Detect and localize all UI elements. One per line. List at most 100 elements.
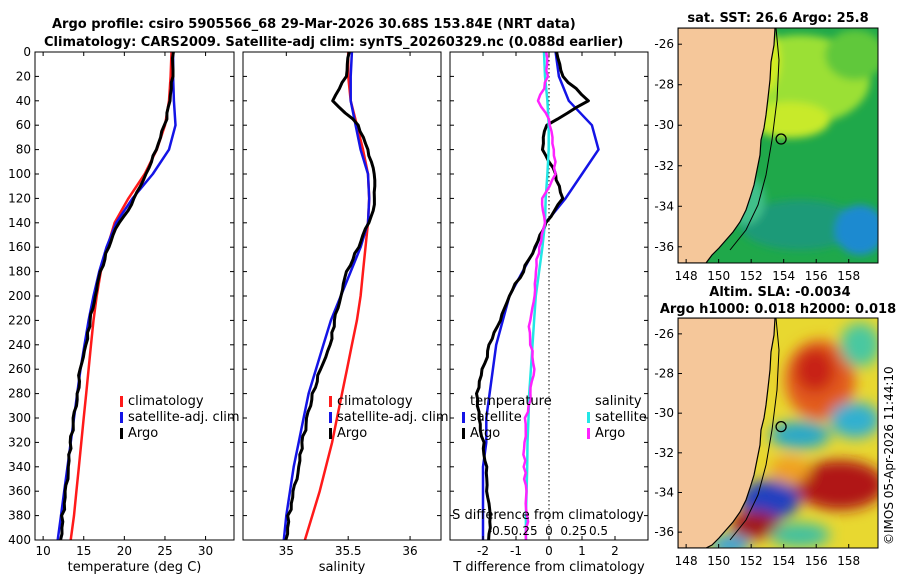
sla-map-title-2: Argo h1000: 0.018 h2000: 0.018 xyxy=(660,302,896,317)
difference-legend-temperature: temperature satellite Argo xyxy=(462,394,552,441)
imos-timestamp: ©IMOS 05-Apr-2026 11:44:10 xyxy=(882,366,896,545)
sst-map-frame xyxy=(677,27,879,264)
argo-position-marker xyxy=(775,421,787,433)
legend-label-temp-satellite: satellite xyxy=(470,410,522,425)
sla-map-panel: Altim. SLA: -0.0034 Argo h1000: 0.018 h2… xyxy=(654,285,896,568)
sla-low-anomaly xyxy=(740,480,800,520)
series-line-temperature-argo xyxy=(475,52,590,540)
title-line-2: Climatology: CARS2009. Satellite-adj cli… xyxy=(44,35,623,50)
sla-map-frame xyxy=(677,317,879,549)
x-tick-label: 1 xyxy=(578,544,586,558)
sla-map-title-1: Altim. SLA: -0.0034 xyxy=(709,285,850,300)
sst-map-title: sat. SST: 26.6 Argo: 25.8 xyxy=(687,11,868,26)
difference-xlabel-top: S difference from climatology xyxy=(452,508,644,523)
x-tick-label: 36 xyxy=(402,544,417,558)
map-x-tick-label: 150 xyxy=(707,269,730,283)
legend-swatch-argo xyxy=(329,428,332,439)
y-tick-label: 120 xyxy=(8,191,31,205)
map-x-tick-label: 152 xyxy=(740,554,763,568)
x-tick-label: -2 xyxy=(477,544,489,558)
series-line-climatology xyxy=(69,52,173,540)
legend-label-argo: Argo xyxy=(128,426,158,441)
salinity-panel: 35 35.5 36 salinity climatology satellite-… xyxy=(242,51,449,575)
sla-high-anomaly xyxy=(795,348,835,392)
series-line-temperature-satellite xyxy=(481,52,600,540)
legend-title-temperature: temperature xyxy=(470,394,552,409)
legend-label-temp-argo: Argo xyxy=(470,426,500,441)
y-tick-label: 100 xyxy=(8,167,31,181)
y-tick-label: 20 xyxy=(16,69,31,83)
s-diff-tick-label: -0.5 xyxy=(488,524,511,538)
x-tick-label: 0 xyxy=(545,544,553,558)
map-y-tick-label: -36 xyxy=(654,525,674,539)
sst-land-mass xyxy=(678,28,776,263)
x-tick-label: 20 xyxy=(117,544,132,558)
legend-swatch-climatology xyxy=(329,396,332,407)
map-x-tick-label: 154 xyxy=(772,554,795,568)
sst-patch xyxy=(825,30,878,80)
legend-label-satellite: satellite-adj. clim xyxy=(128,410,240,425)
sst-depth-contour xyxy=(729,28,780,251)
y-tick-label: 140 xyxy=(8,216,31,230)
sla-low-anomaly xyxy=(840,323,878,367)
sla-patch xyxy=(770,523,830,547)
s-diff-tick-label: 0 xyxy=(545,524,553,538)
map-y-tick-label: -28 xyxy=(654,78,674,92)
map-x-tick-label: 156 xyxy=(805,269,828,283)
difference-xlabel: T difference from climatology xyxy=(452,560,645,575)
y-tick-label: 40 xyxy=(16,94,31,108)
y-tick-label: 340 xyxy=(8,460,31,474)
sla-depth-contour xyxy=(729,318,780,541)
series-line-argo xyxy=(59,52,175,540)
y-tick-label: 160 xyxy=(8,240,31,254)
map-x-tick-label: 158 xyxy=(837,269,860,283)
temperature-legend: climatology satellite-adj. clim Argo xyxy=(120,394,240,441)
x-tick-label: 30 xyxy=(198,544,213,558)
map-y-tick-label: -30 xyxy=(654,118,674,132)
y-tick-label: 320 xyxy=(8,435,31,449)
sst-cool-patch xyxy=(835,205,878,255)
map-x-tick-label: 158 xyxy=(837,554,860,568)
title-line-1: Argo profile: csiro 5905566_68 29-Mar-20… xyxy=(52,17,576,32)
y-tick-label: 400 xyxy=(8,533,31,547)
legend-swatch-temp-argo xyxy=(462,428,465,439)
map-y-tick-label: -28 xyxy=(654,367,674,381)
legend-title-salinity: salinity xyxy=(595,394,642,409)
x-tick-label: 15 xyxy=(76,544,91,558)
salinity-xlabel: salinity xyxy=(319,560,366,575)
map-y-tick-label: -32 xyxy=(654,446,674,460)
x-tick-label: 35 xyxy=(279,544,294,558)
difference-panel: -2 -1 0 1 2-0.5 0.25 0 0.25 0.5 T difference fro… xyxy=(449,51,649,575)
map-y-tick-label: -26 xyxy=(654,37,674,51)
x-tick-label: -1 xyxy=(510,544,522,558)
legend-label-argo: Argo xyxy=(337,426,367,441)
map-x-tick-label: 154 xyxy=(772,269,795,283)
sst-cool-patch xyxy=(740,200,860,250)
sla-high-anomaly xyxy=(730,511,780,539)
x-tick-label: 10 xyxy=(35,544,50,558)
sst-map-panel: sat. SST: 26.6 Argo: 25.8 148 150 152 154 15… xyxy=(654,11,879,283)
sla-patch xyxy=(710,535,750,548)
legend-swatch-sal-argo xyxy=(587,428,590,439)
y-tick-label: 260 xyxy=(8,362,31,376)
legend-swatch-temp-satellite xyxy=(462,412,465,423)
y-tick-label: 360 xyxy=(8,484,31,498)
y-tick-label: 380 xyxy=(8,509,31,523)
map-y-tick-label: -30 xyxy=(654,406,674,420)
y-tick-label: 60 xyxy=(16,118,31,132)
temperature-xlabel: temperature (deg C) xyxy=(68,560,202,575)
map-x-tick-label: 148 xyxy=(675,554,698,568)
s-diff-tick-label: 0.25 xyxy=(560,524,587,538)
legend-label-satellite: satellite-adj. clim xyxy=(337,410,449,425)
y-tick-label: 180 xyxy=(8,265,31,279)
x-tick-label: 35.5 xyxy=(335,544,362,558)
legend-label-sal-satellite: satellite xyxy=(595,410,647,425)
sla-low-anomaly xyxy=(830,402,878,438)
series-line-argo xyxy=(284,52,377,540)
map-y-tick-label: -34 xyxy=(654,199,674,213)
sla-land-mass xyxy=(678,318,776,548)
legend-label-climatology: climatology xyxy=(337,394,413,409)
difference-legend-salinity: salinity satellite Argo xyxy=(587,394,647,441)
series-line-climatology xyxy=(303,52,371,540)
